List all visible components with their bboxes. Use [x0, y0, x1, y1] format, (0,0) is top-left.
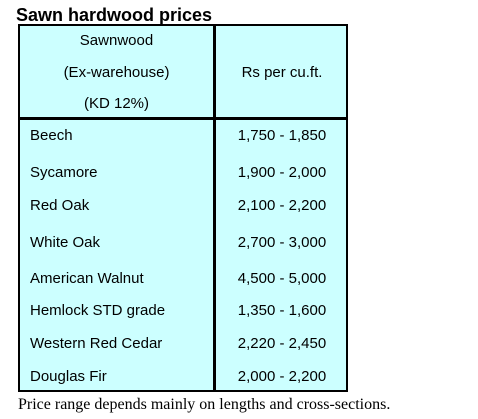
row-species: Western Red Cedar — [30, 335, 163, 352]
row-species: Red Oak — [30, 197, 90, 214]
row-price: 1,750 - 1,850 — [237, 127, 327, 144]
column-header-sawnwood: Sawnwood (Ex-warehouse) (KD 12%) — [20, 26, 213, 117]
table-row: Red Oak 2,100 - 2,200 — [20, 196, 346, 216]
row-species: Hemlock STD grade — [30, 302, 166, 319]
row-species: Douglas Fir — [30, 368, 107, 385]
header-line-sawnwood: Sawnwood — [79, 32, 154, 49]
header-divider — [20, 117, 346, 120]
column-header-price: Rs per cu.ft. — [241, 64, 323, 81]
row-species: Beech — [30, 127, 73, 144]
header-line-kd: (KD 12%) — [83, 95, 150, 112]
row-species: Sycamore — [30, 164, 98, 181]
footnote: Price range depends mainly on lengths an… — [18, 396, 391, 413]
row-price: 1,900 - 2,000 — [237, 164, 327, 181]
header-line-ex-warehouse: (Ex-warehouse) — [63, 64, 170, 81]
row-species: American Walnut — [30, 270, 144, 287]
table-row: Douglas Fir 2,000 - 2,200 — [20, 367, 346, 387]
table-row: Sycamore 1,900 - 2,000 — [20, 163, 346, 183]
row-price: 2,220 - 2,450 — [237, 335, 327, 352]
column-divider — [213, 26, 216, 390]
table-row: Beech 1,750 - 1,850 — [20, 126, 346, 146]
row-price: 1,350 - 1,600 — [237, 302, 327, 319]
price-table: Sawnwood (Ex-warehouse) (KD 12%) Rs per … — [18, 24, 348, 392]
table-row: American Walnut 4,500 - 5,000 — [20, 269, 346, 289]
row-price: 2,100 - 2,200 — [237, 197, 327, 214]
table-row: White Oak 2,700 - 3,000 — [20, 233, 346, 253]
row-price: 2,000 - 2,200 — [237, 368, 327, 385]
row-price: 2,700 - 3,000 — [237, 234, 327, 251]
row-species: White Oak — [30, 234, 101, 251]
table-row: Western Red Cedar 2,220 - 2,450 — [20, 334, 346, 354]
table-row: Hemlock STD grade 1,350 - 1,600 — [20, 301, 346, 321]
page-title: Sawn hardwood prices — [16, 5, 213, 25]
row-price: 4,500 - 5,000 — [237, 270, 327, 287]
